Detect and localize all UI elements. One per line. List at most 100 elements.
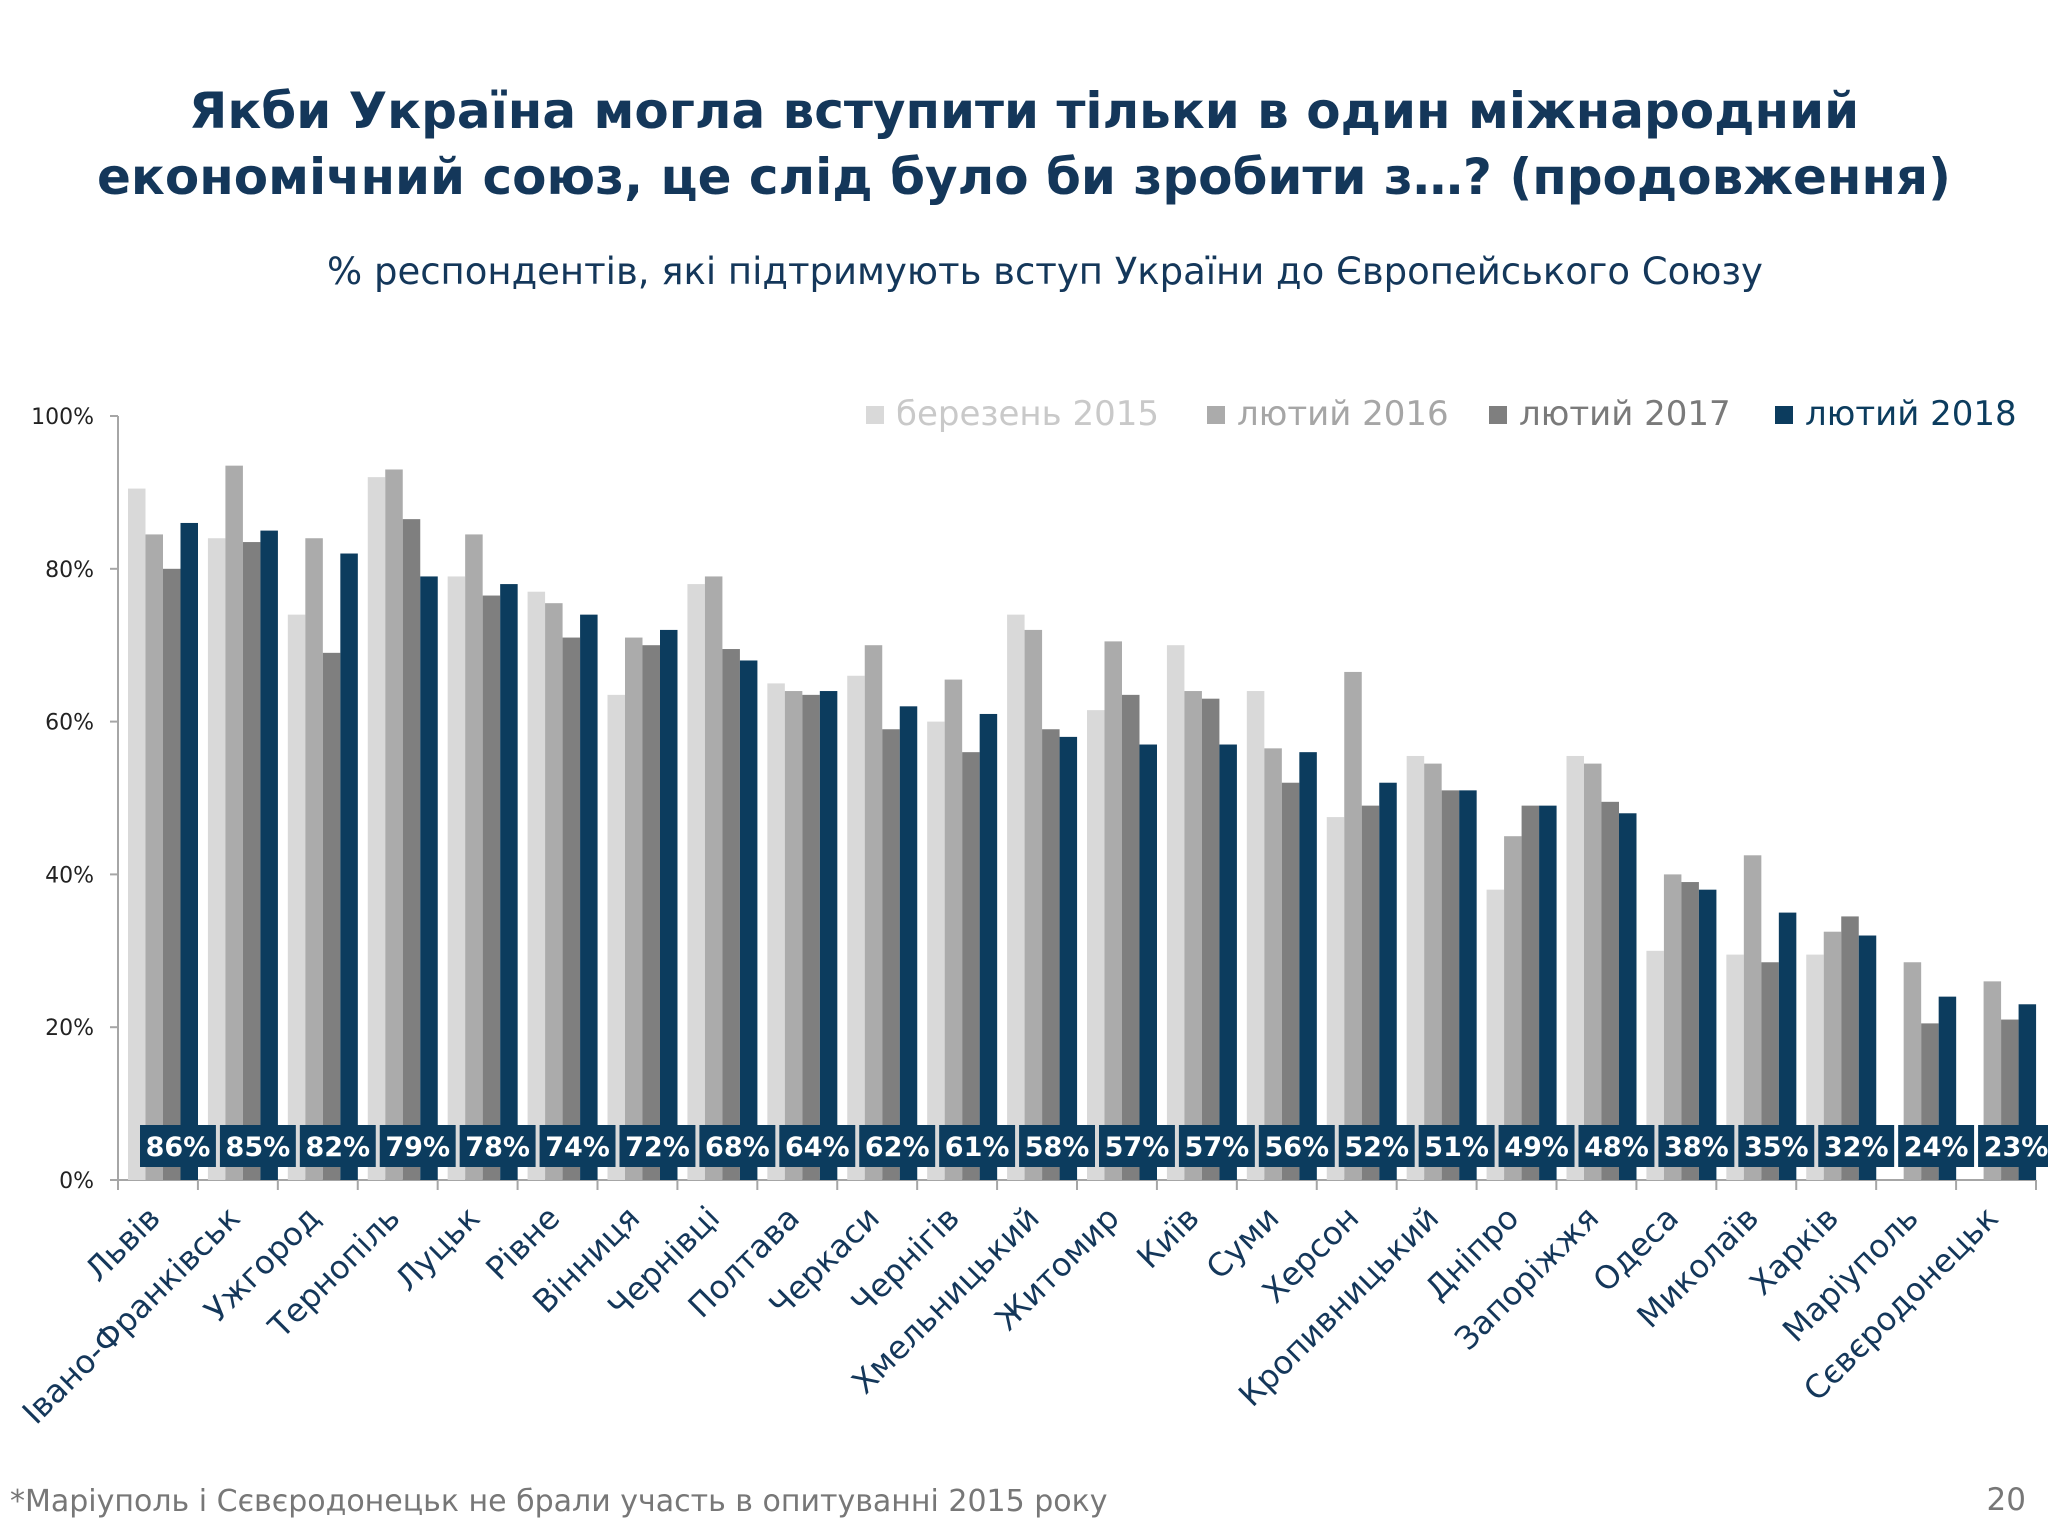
chart-subtitle: % респондентів, які підтримують вступ Ук… xyxy=(327,250,1763,293)
footnote: *Маріуполь і Сєвєродонецьк не брали учас… xyxy=(10,1484,1108,1519)
bar xyxy=(1566,755,1584,1180)
bar xyxy=(580,614,598,1180)
bar xyxy=(1361,805,1380,1180)
data-label-box xyxy=(1658,1125,1735,1167)
bar xyxy=(1122,694,1140,1180)
bar xyxy=(767,683,785,1180)
bar xyxy=(784,691,803,1180)
data-label: 51% xyxy=(1424,1132,1489,1163)
bar xyxy=(1858,935,1877,1180)
bar xyxy=(225,465,243,1180)
bar xyxy=(1841,916,1859,1180)
bar xyxy=(1281,782,1300,1180)
bar xyxy=(1166,645,1185,1180)
bar xyxy=(305,538,323,1180)
data-label-box xyxy=(1099,1125,1175,1167)
bar xyxy=(687,584,705,1180)
legend-label: лютий 2018 xyxy=(1805,394,2017,434)
data-label: 24% xyxy=(1904,1132,1969,1163)
page-number: 20 xyxy=(1986,1482,2026,1518)
title-line-1: Якби Україна могла вступити тільки в оди… xyxy=(188,82,1860,140)
bar xyxy=(385,469,403,1181)
data-label: 58% xyxy=(1025,1132,1090,1163)
data-label: 56% xyxy=(1264,1132,1329,1163)
data-label-box xyxy=(699,1125,776,1167)
data-label: 57% xyxy=(1105,1132,1170,1163)
data-label-box xyxy=(1338,1125,1415,1167)
data-label-box xyxy=(379,1125,456,1167)
bar xyxy=(482,595,501,1180)
title-line-2: економічний союз, це слід було би зробит… xyxy=(97,148,1951,206)
bar xyxy=(882,729,900,1180)
bar xyxy=(739,660,758,1180)
data-label-box xyxy=(1019,1125,1095,1167)
bar xyxy=(979,713,998,1180)
data-label: 85% xyxy=(226,1132,291,1163)
data-label: 72% xyxy=(625,1132,690,1163)
bar xyxy=(660,629,678,1180)
legend-swatch xyxy=(1489,406,1507,424)
legend-swatch xyxy=(866,406,884,424)
bar xyxy=(207,538,226,1180)
bar xyxy=(722,649,740,1180)
bar xyxy=(1299,752,1317,1180)
bar xyxy=(1504,836,1522,1180)
data-label: 49% xyxy=(1504,1132,1569,1163)
bar xyxy=(704,576,723,1180)
data-label: 38% xyxy=(1664,1132,1729,1163)
data-label-box xyxy=(1418,1125,1495,1167)
bar xyxy=(1726,954,1744,1180)
bar xyxy=(1104,641,1122,1180)
bar xyxy=(1406,755,1425,1180)
data-label-box xyxy=(859,1125,936,1167)
data-label: 52% xyxy=(1344,1132,1409,1163)
y-tick-label: 40% xyxy=(45,863,94,888)
bar xyxy=(1344,671,1362,1180)
bar xyxy=(1219,744,1237,1180)
bar xyxy=(260,530,278,1180)
y-tick-label: 0% xyxy=(59,1169,94,1194)
data-label: 35% xyxy=(1744,1132,1809,1163)
bar xyxy=(1646,950,1664,1180)
bar xyxy=(1584,763,1602,1180)
bar xyxy=(864,645,883,1180)
legend-label: березень 2015 xyxy=(896,394,1159,434)
bar xyxy=(128,488,146,1180)
bar xyxy=(1806,954,1824,1180)
bar xyxy=(402,519,421,1180)
y-tick-label: 80% xyxy=(45,558,94,583)
legend-label: лютий 2017 xyxy=(1519,394,1731,434)
legend-swatch xyxy=(1775,406,1793,424)
bar xyxy=(545,603,563,1180)
data-label-box xyxy=(299,1125,376,1167)
data-label: 79% xyxy=(385,1132,450,1163)
data-label: 61% xyxy=(945,1132,1010,1163)
bar xyxy=(1379,782,1397,1180)
bar xyxy=(927,721,945,1180)
bar xyxy=(819,691,838,1180)
bar xyxy=(1007,614,1025,1180)
bar xyxy=(1778,912,1797,1180)
bar xyxy=(420,576,438,1180)
data-label-box xyxy=(219,1125,296,1167)
bar xyxy=(802,694,820,1180)
bar xyxy=(944,679,963,1180)
bar xyxy=(1246,691,1265,1180)
bar xyxy=(340,553,358,1180)
bar xyxy=(1698,889,1717,1180)
data-label-box xyxy=(459,1125,536,1167)
bar xyxy=(1024,629,1043,1180)
bar xyxy=(1539,805,1557,1180)
data-label-box xyxy=(140,1125,216,1167)
data-label-box xyxy=(779,1125,856,1167)
bar xyxy=(287,614,306,1180)
data-label-box xyxy=(1818,1125,1895,1167)
data-label-box xyxy=(939,1125,1016,1167)
bar xyxy=(642,645,660,1180)
bar xyxy=(1184,691,1202,1180)
bar xyxy=(607,694,625,1180)
bar xyxy=(1441,790,1460,1180)
bar xyxy=(1042,729,1060,1180)
data-label-box xyxy=(1898,1125,1975,1167)
